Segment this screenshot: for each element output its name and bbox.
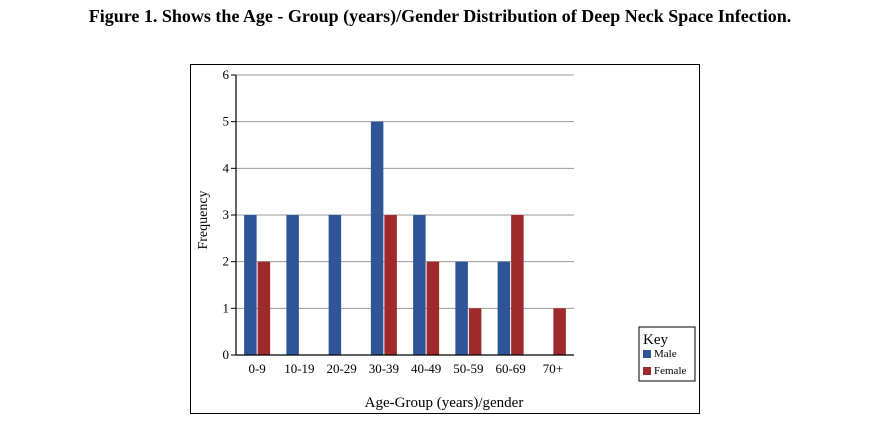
bar-female-70+: [553, 308, 566, 355]
x-tick-label-0-9: 0-9: [248, 361, 265, 376]
figure-caption: Figure 1. Shows the Age - Group (years)/…: [88, 6, 792, 26]
x-tick-label-60-69: 60-69: [495, 361, 525, 376]
legend: Key Male Female: [638, 326, 696, 382]
bar-female-60-69: [511, 215, 524, 355]
legend-label-female: Female: [654, 365, 686, 377]
bar-male-0-9: [244, 215, 257, 355]
bar-female-50-59: [468, 308, 482, 355]
y-tick-label-4: 4: [223, 160, 230, 175]
bars: [244, 121, 566, 355]
x-tick-label-20-29: 20-29: [326, 361, 356, 376]
legend-swatch-male: [643, 350, 651, 358]
y-tick-label-3: 3: [223, 207, 230, 222]
chart-frame: 0 1 2 3 4 5 6 0-9 10-19 20-29 30-39 40-49 50-59 60-69…: [190, 64, 700, 414]
y-tick-label-1: 1: [223, 300, 230, 315]
bar-chart: 0 1 2 3 4 5 6 0-9 10-19 20-29 30-39 40-49 50-59 60-69…: [196, 67, 696, 411]
legend-swatch-female: [643, 367, 651, 375]
y-tick-label-6: 6: [223, 67, 230, 82]
bar-female-30-39: [384, 215, 397, 355]
legend-title: Key: [643, 332, 668, 348]
y-tick-label-0: 0: [223, 347, 230, 362]
x-axis-label: Age-Group (years)/gender: [365, 395, 524, 411]
bar-female-40-49: [426, 261, 440, 355]
bar-male-40-49: [413, 215, 426, 355]
bar-male-60-69: [497, 261, 511, 355]
legend-label-male: Male: [654, 348, 677, 360]
bar-male-20-29: [328, 215, 342, 355]
x-tick-label-50-59: 50-59: [453, 361, 483, 376]
x-tick-label-10-19: 10-19: [284, 361, 314, 376]
y-tick-label-5: 5: [223, 114, 230, 129]
y-tick-label-2: 2: [223, 254, 230, 269]
bar-male-50-59: [455, 261, 468, 355]
y-axis-label: Frequency: [196, 190, 211, 249]
x-tick-label-70+: 70+: [543, 361, 563, 376]
axes: 0 1 2 3 4 5 6 0-9 10-19 20-29 30-39 40-49 50-59 60-69…: [223, 67, 574, 376]
bar-male-10-19: [286, 215, 299, 355]
axis-labels: Frequency Age-Group (years)/gender: [196, 190, 523, 411]
x-tick-label-40-49: 40-49: [411, 361, 441, 376]
x-tick-label-30-39: 30-39: [369, 361, 399, 376]
bar-male-30-39: [370, 121, 384, 355]
bar-female-0-9: [257, 261, 271, 355]
